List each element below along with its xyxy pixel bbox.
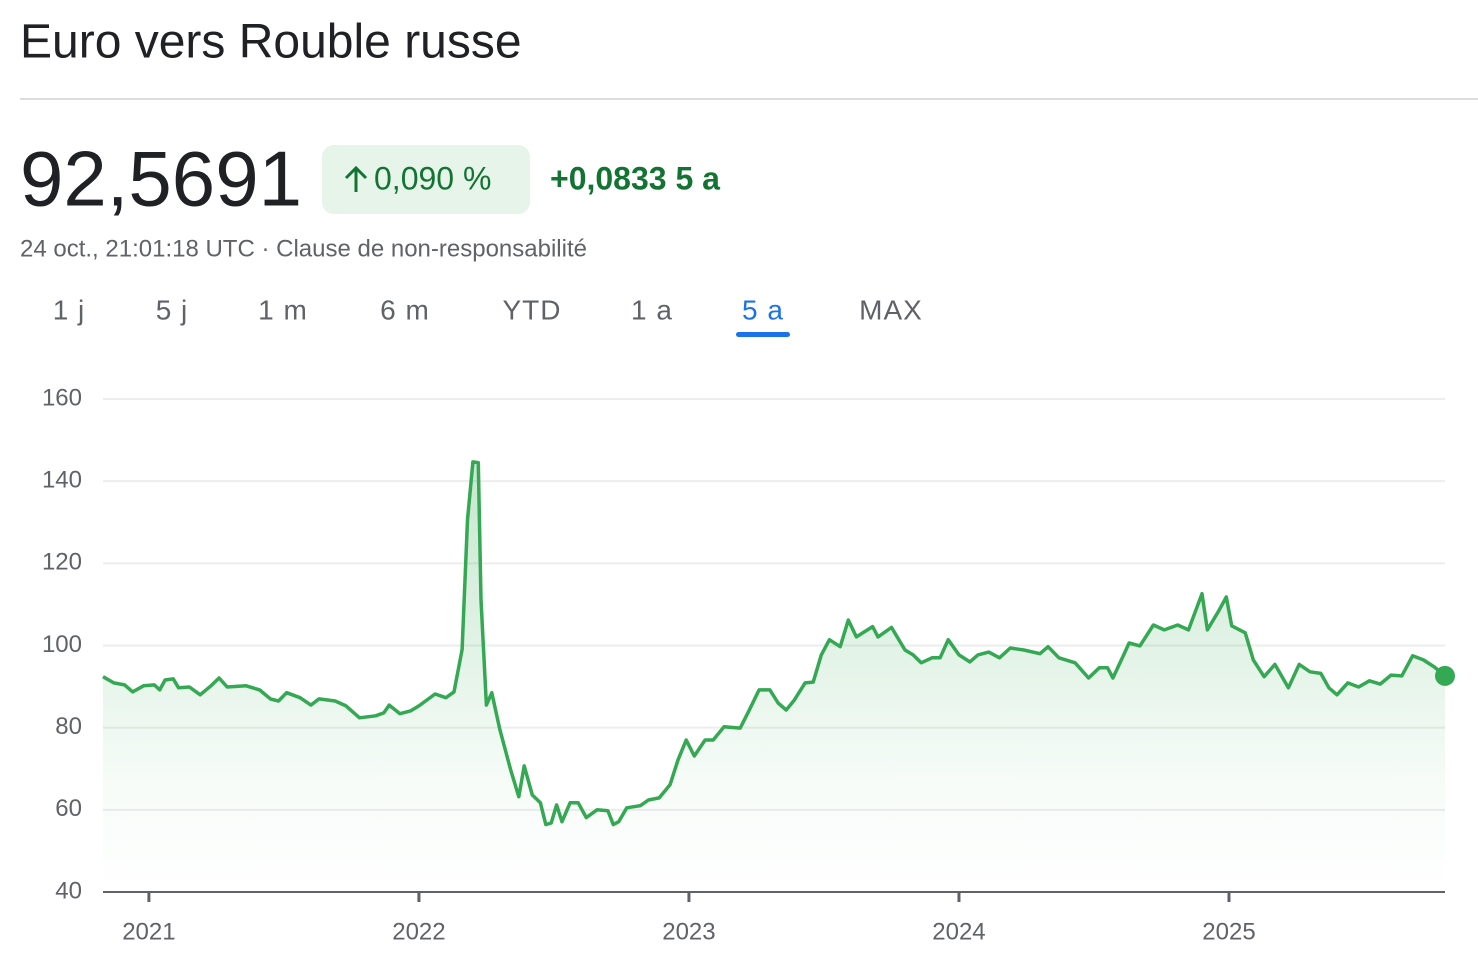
y-tick-label: 40 bbox=[55, 877, 82, 904]
y-tick-label: 160 bbox=[42, 384, 82, 411]
range-tab[interactable]: 6 m bbox=[380, 294, 430, 325]
x-tick-label: 2024 bbox=[932, 918, 985, 945]
timestamp: 24 oct., 21:01:18 UTC · Clause de non-re… bbox=[20, 235, 587, 262]
range-tab[interactable]: 5 a bbox=[742, 294, 784, 325]
title: Euro vers Rouble russe bbox=[20, 16, 522, 69]
tab-underline bbox=[736, 332, 790, 337]
range-tab[interactable]: 1 j bbox=[53, 294, 86, 325]
change-absolute: +0,0833 5 a bbox=[550, 160, 720, 196]
area bbox=[103, 461, 1445, 892]
range-tab[interactable]: YTD bbox=[503, 294, 562, 325]
x-tick-label: 2021 bbox=[122, 918, 175, 945]
y-tick-label: 100 bbox=[42, 631, 82, 658]
range-tab[interactable]: 5 j bbox=[156, 294, 189, 325]
range-tab[interactable]: 1 m bbox=[258, 294, 308, 325]
range-tab[interactable]: 1 a bbox=[631, 294, 673, 325]
x-tick-label: 2022 bbox=[392, 918, 445, 945]
range-tab[interactable]: MAX bbox=[859, 294, 923, 325]
x-tick-label: 2025 bbox=[1202, 918, 1255, 945]
y-tick-label: 140 bbox=[42, 467, 82, 494]
y-tick-label: 60 bbox=[55, 795, 82, 822]
change-percent: 0,090 % bbox=[374, 160, 491, 196]
chart: 40 60 80 100 120 140 160 2021 2022 2023 2024 2025 bbox=[42, 384, 1455, 945]
up-arrow-icon bbox=[344, 165, 368, 192]
range-tabs: 1 j 5 j 1 m 6 m YTD 1 a 5 a MAX bbox=[53, 294, 923, 337]
change-badge bbox=[322, 145, 530, 214]
last-point bbox=[1435, 665, 1455, 686]
x-tick-label: 2023 bbox=[662, 918, 715, 945]
y-tick-label: 80 bbox=[55, 713, 82, 740]
price: 92,5691 bbox=[20, 135, 302, 223]
line bbox=[102, 460, 1447, 827]
y-tick-label: 120 bbox=[42, 549, 82, 576]
